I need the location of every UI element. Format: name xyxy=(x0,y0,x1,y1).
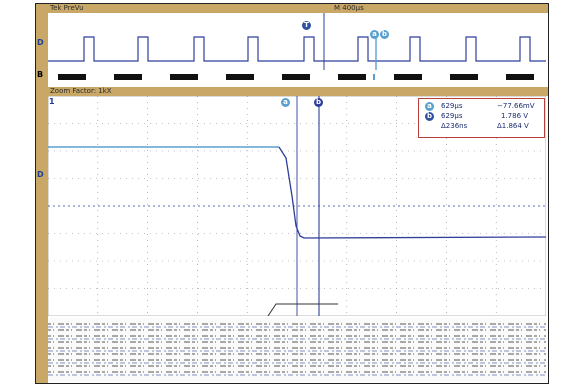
readout-cursor-a-icon: a xyxy=(425,102,434,111)
noise-region xyxy=(48,318,546,382)
trigger-marker-icon[interactable]: T xyxy=(302,21,311,30)
zoom-top-marker[interactable]: 1 xyxy=(49,97,55,106)
zoom-header-bar xyxy=(36,87,548,96)
readout-cursor-b-icon: b xyxy=(425,112,434,121)
left-border xyxy=(36,4,48,383)
overview-waveform-panel: T a b xyxy=(48,13,546,70)
readout-a-time: 629µs xyxy=(441,102,463,110)
overview-cursor-a-marker[interactable]: a xyxy=(370,30,379,39)
cursor-readout-box: a 629µs −77.66mV b 629µs 1.786 V Δ236ns … xyxy=(418,98,545,138)
zoom-waveform-panel: 1 a b a 629µs −77.66mV b 629µs 1.786 V Δ… xyxy=(48,96,546,316)
noise-pattern xyxy=(48,323,546,376)
cursor-b-marker[interactable]: b xyxy=(314,98,323,107)
overview-title: Tek PreVu xyxy=(50,4,84,12)
readout-b-value: 1.786 V xyxy=(501,112,529,120)
zoom-channel-marker[interactable]: D xyxy=(37,170,44,179)
zoom-factor-label: Zoom Factor: 1kX xyxy=(50,87,112,95)
readout-a-value: −77.66mV xyxy=(497,102,535,110)
scope-frame: Tek PreVu M 400µs Zoom Factor: 1kX T a b… xyxy=(35,3,549,384)
overview-waveform xyxy=(48,13,546,70)
readout-delta-time: Δ236ns xyxy=(441,122,468,130)
readout-b-time: 629µs xyxy=(441,112,463,120)
record-strip-dashes xyxy=(58,74,534,80)
cursor-a-marker[interactable]: a xyxy=(281,98,290,107)
overview-record-strip xyxy=(58,74,542,80)
overview-channel-marker[interactable]: D xyxy=(37,38,44,47)
overview-cursor-b-marker[interactable]: b xyxy=(380,30,389,39)
overview-bottom-marker[interactable]: B xyxy=(37,70,44,79)
timebase-label: M 400µs xyxy=(334,4,364,12)
readout-delta-value: Δ1.864 V xyxy=(497,122,529,130)
top-border xyxy=(36,4,548,13)
